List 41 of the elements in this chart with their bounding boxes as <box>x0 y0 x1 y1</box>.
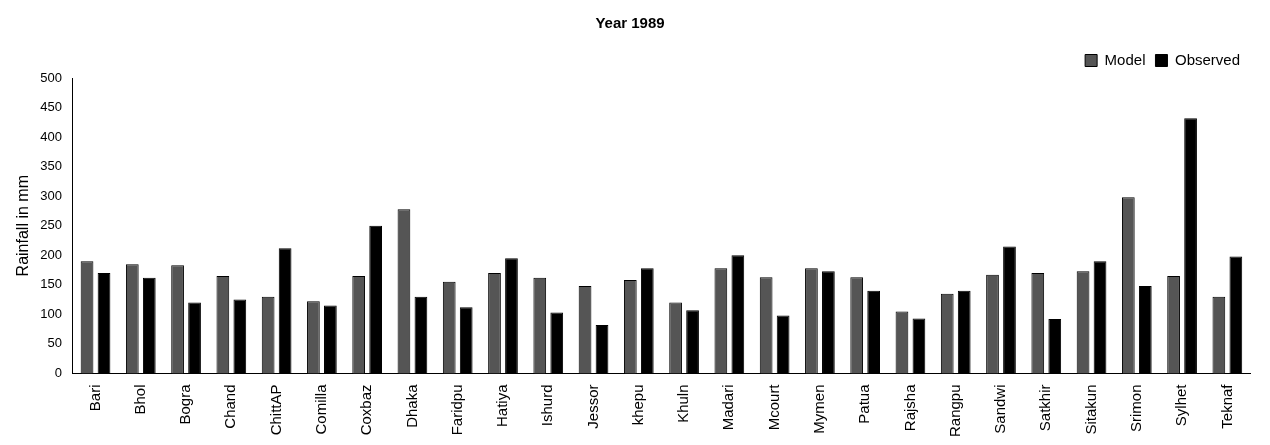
x-tick-label: Patua <box>855 383 873 424</box>
x-tick-label: Chand <box>221 384 239 429</box>
x-tick-label: ChittAP <box>266 384 284 436</box>
y-tick-label: 300 <box>40 187 62 203</box>
x-tick-label: Bhol <box>130 384 148 415</box>
x-tick-label: Rangpu <box>945 384 963 437</box>
x-tick-label: Rajsha <box>900 383 918 432</box>
y-tick-label: 250 <box>40 217 62 233</box>
x-tick-label: Sylhet <box>1172 383 1190 427</box>
x-tick-label: Ishurd <box>538 384 556 427</box>
y-tick-label: 350 <box>40 158 62 174</box>
x-tick-label: Srimon <box>1126 384 1144 432</box>
y-axis-title: Rainfall in mm <box>14 175 32 277</box>
x-tick-label: Khuln <box>674 384 692 423</box>
x-tick-label: Comilla <box>312 383 330 435</box>
x-tick-label: Madari <box>719 384 737 431</box>
x-tick-label: Mcourt <box>764 383 782 431</box>
x-tick-label: Hatiya <box>493 383 511 427</box>
x-tick-label: Sitakun <box>1081 384 1099 435</box>
x-tick-label: Teknaf <box>1217 383 1235 429</box>
y-tick-label: 50 <box>47 335 62 351</box>
y-tick-label: 450 <box>40 99 62 115</box>
y-tick-label: 500 <box>40 69 62 85</box>
y-tick-label: 100 <box>40 305 62 321</box>
y-tick-label: 0 <box>54 365 62 381</box>
x-tick-label: Coxbaz <box>357 384 375 436</box>
x-tick-label: khepu <box>628 384 646 426</box>
x-tick-label: Mymen <box>810 384 828 434</box>
x-tick-label: Dhaka <box>402 383 420 428</box>
y-tick-label: 400 <box>40 128 62 144</box>
y-tick-label: 150 <box>40 276 62 292</box>
x-tick-label: Sandwi <box>991 384 1009 434</box>
legend-label: Model <box>1104 50 1146 68</box>
x-tick-label: Satkhir <box>1036 384 1054 432</box>
chart-title: Year 1989 <box>595 14 665 32</box>
legend-label: Observed <box>1174 50 1241 68</box>
x-tick-label: Jessor <box>583 384 601 429</box>
x-tick-label: Bari <box>85 384 103 412</box>
x-tick-label: Faridpu <box>447 384 465 436</box>
y-tick-label: 200 <box>40 246 62 262</box>
x-tick-label: Bogra <box>176 383 194 425</box>
